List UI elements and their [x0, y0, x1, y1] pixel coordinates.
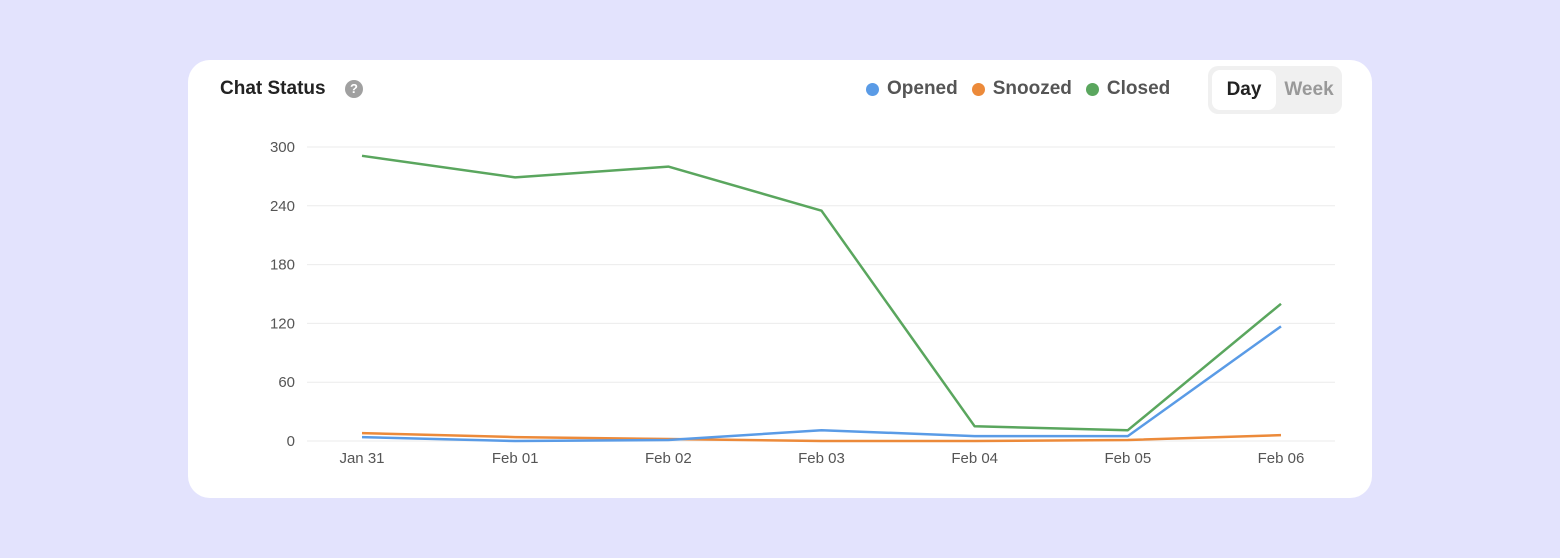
x-tick-label: Jan 31 [339, 450, 384, 467]
x-tick-label: Feb 02 [645, 450, 692, 467]
y-tick-label: 180 [270, 257, 295, 274]
legend-label: Closed [1106, 78, 1171, 99]
legend-item-opened[interactable]: Opened [866, 78, 958, 100]
x-tick-label: Feb 04 [951, 450, 998, 467]
week-button[interactable]: Week [1284, 79, 1334, 100]
opened-dot-icon [866, 82, 879, 96]
y-tick-label: 120 [270, 315, 295, 332]
x-tick-label: Feb 03 [798, 450, 845, 467]
y-tick-label: 0 [287, 433, 295, 450]
chat-status-card: Chat Status ? Opened Snoozed Closed Day … [188, 60, 1372, 498]
legend-label: Snoozed [992, 78, 1072, 99]
legend-label: Opened [887, 78, 958, 99]
period-toggle: Day Week [1208, 66, 1342, 114]
series-line-snoozed [361, 431, 1282, 443]
day-button[interactable]: Day [1212, 70, 1276, 110]
y-tick-label: 300 [270, 139, 295, 156]
chart-legend: Opened Snoozed Closed [866, 78, 1170, 100]
x-tick-label: Feb 01 [492, 450, 539, 467]
snoozed-dot-icon [971, 82, 985, 96]
x-tick-label: Feb 05 [1104, 450, 1151, 467]
series-line-opened [361, 325, 1282, 443]
question-circle-icon[interactable]: ? [345, 80, 363, 98]
closed-dot-icon [1085, 82, 1099, 96]
legend-item-snoozed[interactable]: Snoozed [971, 78, 1072, 100]
series-line-closed [361, 154, 1282, 432]
y-tick-label: 60 [278, 374, 295, 391]
legend-item-closed[interactable]: Closed [1085, 78, 1171, 100]
y-tick-label: 240 [270, 198, 295, 215]
card-title: Chat Status [220, 78, 326, 99]
x-tick-label: Feb 06 [1258, 450, 1305, 467]
